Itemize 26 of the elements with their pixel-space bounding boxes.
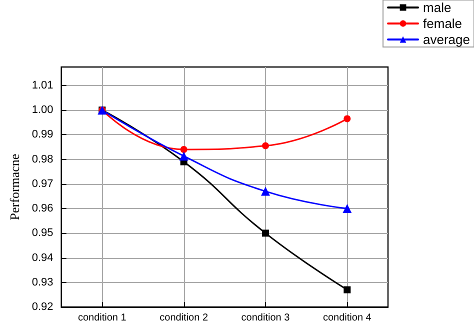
point: [262, 142, 269, 150]
y-tick-label: 0.94: [32, 252, 54, 264]
point: [179, 152, 188, 161]
y-tick-label: 1.01: [32, 79, 54, 92]
y-tick-label: 0.93: [32, 276, 54, 288]
y-tick-label: 0.99: [32, 128, 54, 141]
point: [260, 186, 270, 196]
x-tick-label: condition 3: [241, 312, 290, 324]
y-tick-label: 0.98: [32, 153, 54, 166]
y-tick-label: 0.97: [32, 178, 54, 190]
point: [262, 230, 269, 237]
point: [344, 286, 351, 294]
point: [180, 146, 188, 153]
point: [342, 204, 352, 214]
y-tick-label: 0.96: [32, 202, 54, 215]
y-tick-label: 0.92: [32, 301, 54, 313]
legend-label: male: [423, 0, 452, 15]
y-axis-title: Performacne: [7, 154, 22, 220]
legend-label: average: [423, 32, 470, 47]
x-tick-label: condition 1: [78, 312, 127, 324]
y-tick-label: 1.00: [32, 104, 54, 116]
legend-label: female: [423, 16, 462, 31]
x-tick-label: condition 4: [322, 312, 372, 324]
x-tick-label: condition 2: [160, 312, 208, 324]
y-tick-label: 0.95: [32, 227, 54, 240]
point: [344, 115, 351, 122]
